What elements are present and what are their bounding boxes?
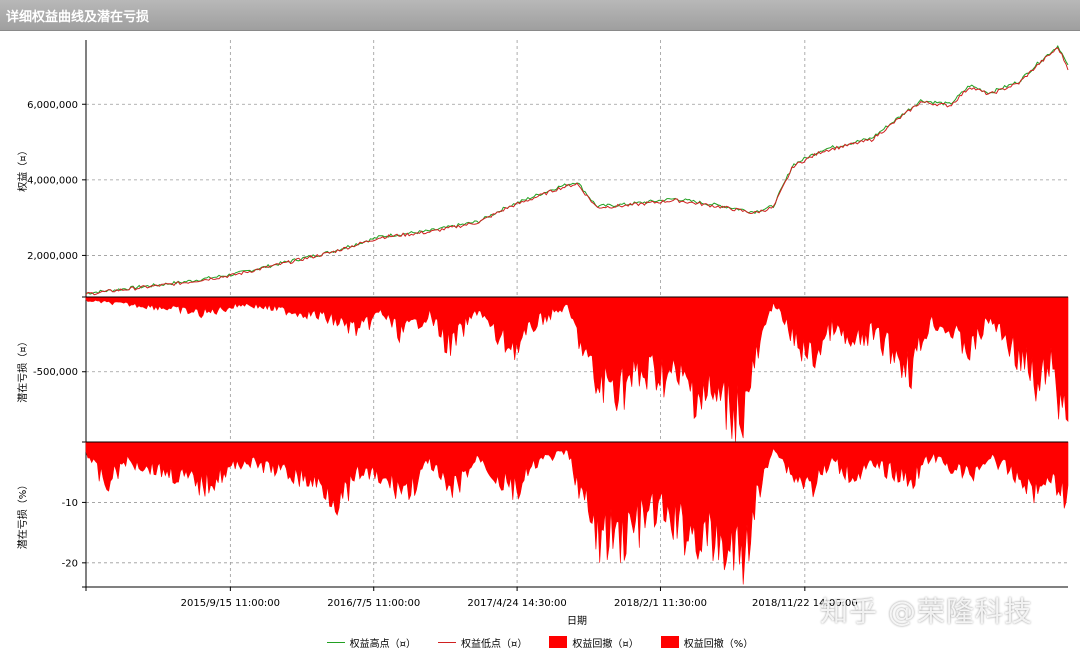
x-tick-label: 2018/11/22 14:00:00 [752,598,858,609]
drawdown-abs-area [85,296,1069,443]
equity-high-line [85,44,1069,295]
legend-item-drawdown-abs: 权益回撤（¤） [549,635,639,650]
window-titlebar: 详细权益曲线及潜在亏损 [0,0,1080,31]
legend: 权益高点（¤） 权益低点（¤） 权益回撤（¤） 权益回撤（%） [0,633,1080,651]
y-axis-label: 潜在亏损（¤） [16,336,29,402]
y-tick-label: 6,000,000 [27,100,78,111]
x-tick-label: 2017/4/24 14:30:00 [467,598,566,609]
y-tick-label: 2,000,000 [27,251,78,262]
legend-item-low: 权益低点（¤） [438,635,527,650]
y-tick-label: -20 [62,558,78,569]
y-axis-label: 权益（¤） [16,145,29,191]
legend-swatch-high [326,641,345,643]
legend-swatch-drawdown-pct [660,636,679,648]
legend-item-drawdown-pct: 权益回撤（%） [660,635,754,650]
legend-item-high: 权益高点（¤） [326,635,417,650]
equity-drawdown-chart: 2,000,000 4,000,000 6,000,000 权益（¤） -500,000… [16,40,1069,627]
y-tick-label: -10 [62,498,78,509]
legend-label-low: 权益低点（¤） [461,638,528,650]
legend-label-drawdown-abs: 权益回撤（¤） [572,638,639,650]
legend-swatch-drawdown-abs [549,636,568,648]
equity-low-line [85,47,1069,296]
x-tick-label: 2018/2/1 11:30:00 [614,598,707,609]
legend-label-high: 权益高点（¤） [349,638,417,650]
x-axis-label: 日期 [567,615,587,627]
x-tick-label: 2016/7/5 11:00:00 [327,598,420,609]
legend-label-drawdown-pct: 权益回撤（%） [683,638,754,650]
x-tick-label: 2015/9/15 11:00:00 [181,598,280,609]
watermark: 知乎 @荣隆科技 [820,595,1033,628]
legend-swatch-low [438,641,457,643]
y-tick-label: -500,000 [33,367,78,378]
y-axis-label: 潜在亏损（%） [16,480,29,550]
window-title: 详细权益曲线及潜在亏损 [6,10,150,25]
y-tick-label: 4,000,000 [27,175,78,186]
drawdown-pct-area [85,441,1069,585]
